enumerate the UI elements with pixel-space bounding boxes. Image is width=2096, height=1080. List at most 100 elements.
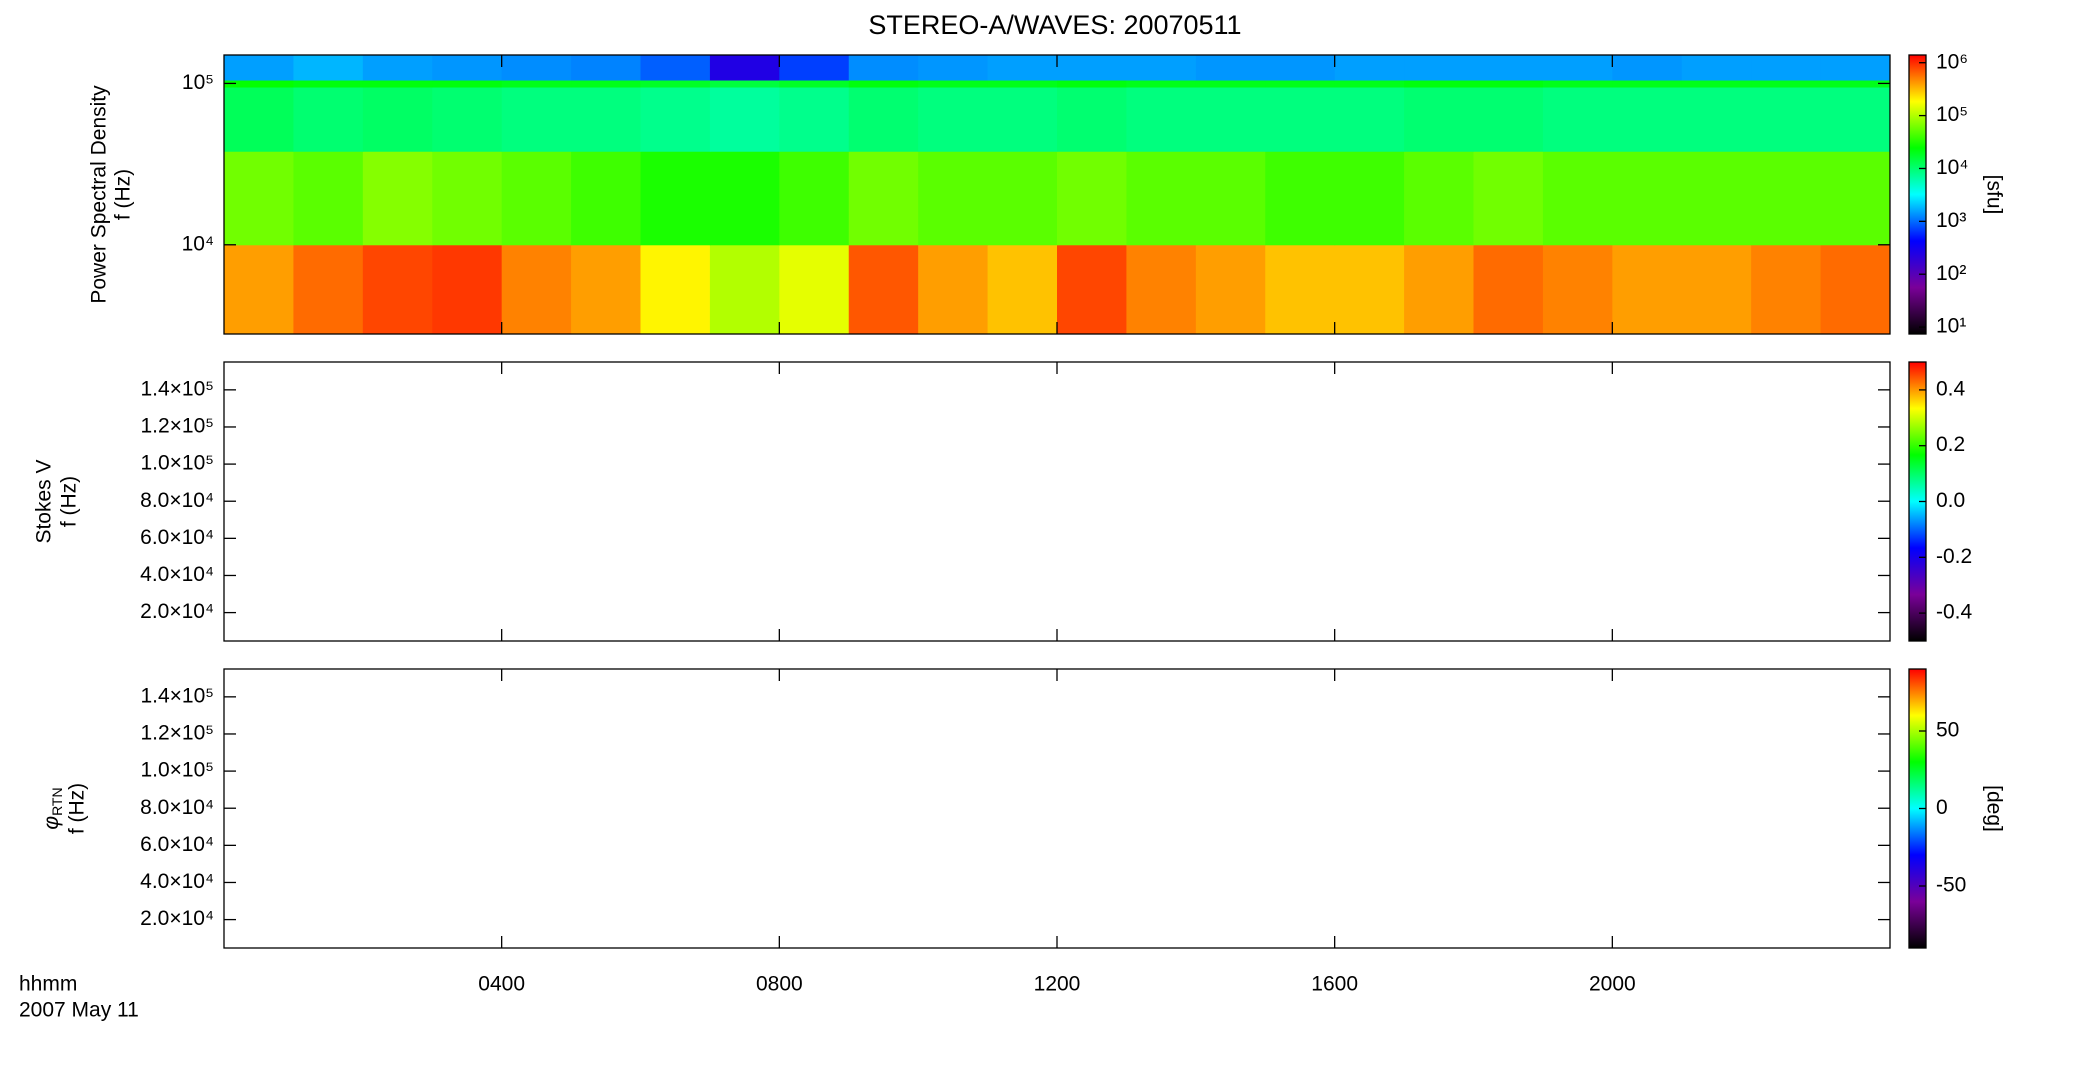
spectrogram-cell: [293, 87, 364, 152]
spectrogram-cell: [848, 87, 919, 152]
spectrogram-cell: [918, 151, 989, 246]
y-tick-label: 4.0×10⁴: [140, 870, 214, 893]
spectrogram-cell: [501, 244, 572, 335]
spectrogram-cell: [571, 87, 641, 152]
spectrogram-cell: [293, 79, 364, 88]
spectrogram-cell: [1751, 79, 1822, 88]
y-axis-label: f (Hz): [58, 476, 81, 527]
y-tick-label: 2.0×10⁴: [140, 907, 214, 930]
spectrogram-cell: [1265, 151, 1336, 246]
spectrogram-cell: [293, 244, 364, 335]
panel-frame: [223, 668, 1891, 949]
colorbar-tick-label: 10⁵: [1936, 103, 1968, 126]
y-tick-label: 1.0×10⁵: [140, 452, 214, 475]
spectrogram-cell: [1820, 79, 1891, 88]
colorbar-frame: [1908, 54, 1927, 335]
spectrogram-cell: [918, 55, 989, 81]
spectrogram-cell: [640, 151, 711, 246]
spectrogram-cell: [1057, 87, 1127, 152]
spectrogram-cell: [501, 79, 572, 88]
spectrogram-cell: [918, 79, 989, 88]
spectrogram-cell: [1820, 244, 1891, 335]
colorbar-tick-label: 10²: [1936, 262, 1966, 285]
spectrogram-cell: [640, 55, 711, 81]
colorbar-tick-label: 10⁶: [1936, 50, 1968, 73]
spectrogram-cell: [362, 244, 433, 335]
spectrogram-cell: [1126, 55, 1197, 81]
spectrogram-cell: [1195, 244, 1266, 335]
spectrogram-cell: [501, 55, 572, 81]
spectrogram-cell: [709, 55, 780, 81]
spectrogram-cell: [848, 244, 919, 335]
spectrogram-cell: [1681, 55, 1752, 81]
colorbar-tick-label: -50: [1936, 874, 1966, 897]
spectrogram-cell: [224, 79, 294, 88]
spectrogram-cell: [1265, 79, 1336, 88]
spectrogram-cell: [1334, 79, 1405, 88]
y-axis-label: f (Hz): [66, 783, 89, 834]
spectrogram-cell: [1404, 87, 1474, 152]
spectrogram-cell: [432, 87, 503, 152]
spectrogram-cell: [1751, 55, 1822, 81]
spectrogram-cell: [1334, 151, 1405, 246]
spectrogram-cell: [1057, 244, 1127, 335]
spectrogram-cell: [1681, 79, 1752, 88]
spectrogram-cell: [1751, 244, 1822, 335]
spectrogram-cell: [848, 55, 919, 81]
chart-title: STEREO-A/WAVES: 20070511: [868, 10, 1241, 40]
spectrogram-cell: [987, 55, 1058, 81]
spectrogram-cell: [224, 87, 294, 152]
spectrogram-cell: [362, 55, 433, 81]
spectrogram-cell: [1057, 79, 1127, 88]
panel-frame: [223, 361, 1891, 642]
spectrogram-cell: [1195, 55, 1266, 81]
spectrogram-cell: [1334, 244, 1405, 335]
y-axis-label: φRTN: [40, 787, 65, 829]
spectrogram-cell: [1751, 87, 1822, 152]
colorbar: [1909, 362, 1926, 641]
spectrogram-cell: [501, 151, 572, 246]
spectrogram-cell: [1820, 87, 1891, 152]
colorbar-tick-label: 0.0: [1936, 489, 1965, 512]
spectrogram-cell: [571, 55, 641, 81]
spectrogram-cell: [1404, 151, 1474, 246]
y-tick-label: 10⁵: [182, 71, 214, 94]
spectrogram-cell: [1751, 151, 1822, 246]
colorbar-tick-label: 50: [1936, 719, 1959, 742]
y-tick-label: 6.0×10⁴: [140, 833, 214, 856]
spectrogram-cell: [1265, 87, 1336, 152]
spectrogram-cell: [1404, 55, 1474, 81]
y-tick-label: 1.0×10⁵: [140, 759, 214, 782]
spectrogram-cell: [1195, 151, 1266, 246]
colorbar-tick-label: 0: [1936, 796, 1948, 819]
spectrogram-cell: [987, 244, 1058, 335]
y-tick-label: 1.2×10⁵: [140, 415, 214, 438]
y-tick-label: 4.0×10⁴: [140, 563, 214, 586]
colorbar-tick-label: -0.4: [1936, 601, 1973, 624]
x-axis-label: hhmm: [19, 973, 77, 996]
spectrogram-cell: [779, 87, 850, 152]
x-tick-label: 0400: [478, 973, 525, 996]
x-tick-label: 0800: [756, 973, 803, 996]
spectrogram-cell: [709, 87, 780, 152]
colorbar-tick-label: 10¹: [1936, 315, 1966, 338]
spectrogram-cell: [918, 87, 989, 152]
y-tick-label: 1.2×10⁵: [140, 722, 214, 745]
spectrogram-cell: [1473, 79, 1544, 88]
spectrogram-cell: [779, 79, 850, 88]
spectrogram-cell: [432, 79, 503, 88]
spectrogram-cell: [293, 55, 364, 81]
spectrogram-cell: [501, 87, 572, 152]
spectrogram-cell: [1195, 79, 1266, 88]
spectrogram-cell: [432, 55, 503, 81]
spectrogram-cell: [1612, 151, 1683, 246]
spectrogram-cell: [1612, 87, 1683, 152]
spectrogram-cell: [1057, 151, 1127, 246]
x-tick-label: 2000: [1589, 973, 1636, 996]
spectrogram-cell: [224, 244, 294, 335]
y-tick-label: 8.0×10⁴: [140, 489, 214, 512]
spectrogram-cell: [1334, 55, 1405, 81]
spectrogram-cell: [1542, 87, 1613, 152]
y-tick-label: 8.0×10⁴: [140, 796, 214, 819]
